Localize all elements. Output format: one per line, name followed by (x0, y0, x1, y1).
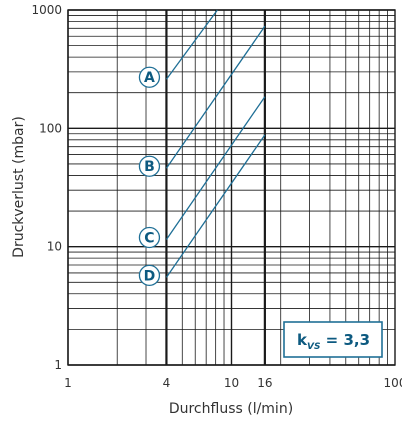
series-label-text: D (144, 268, 156, 284)
x-axis-title: Durchfluss (l/min) (169, 401, 293, 417)
y-axis-title: Druckverlust (mbar) (11, 116, 27, 258)
grid (67, 9, 396, 366)
series-lines (165, 9, 266, 278)
series-label-circle (138, 66, 161, 88)
series-line-a (165, 9, 218, 80)
series-label-a: A (138, 66, 161, 88)
x-tick-label: 4 (163, 376, 171, 390)
kvs-k: k (297, 331, 308, 349)
series-line-d (165, 134, 266, 278)
kvs-value: = 3,3 (320, 331, 370, 349)
series-label-text: A (144, 70, 155, 86)
series-label-c: C (138, 226, 161, 249)
kvs-annotation: kVS = 3,3 (283, 321, 383, 358)
kvs-box (283, 321, 383, 358)
x-tick-label: 10 (224, 376, 239, 390)
series-label-circle (138, 226, 161, 249)
kvs-subscript: VS (307, 342, 320, 352)
series-label-b: B (138, 155, 161, 177)
y-tick-label: 1 (54, 358, 62, 372)
series-label-circle (138, 264, 161, 287)
y-tick-label: 100 (39, 121, 62, 135)
plot-frame (67, 9, 396, 366)
series-label-circle (138, 155, 161, 177)
series-label-d: D (138, 264, 161, 287)
kvs-label: kVS = 3,3 (297, 331, 370, 352)
x-tick-label: 16 (257, 376, 272, 390)
series-label-text: C (144, 230, 154, 246)
series-labels: A B C D (138, 66, 161, 287)
tick-labels: 1 4 10 16 100 1 10 100 1000 (31, 3, 402, 390)
x-tick-label: 100 (384, 376, 402, 390)
x-tick-label: 1 (64, 376, 72, 390)
series-line-b (165, 25, 266, 169)
series-line-c (165, 96, 266, 240)
y-tick-label: 1000 (31, 3, 62, 17)
series-label-text: B (144, 159, 155, 175)
y-tick-label: 10 (47, 240, 62, 254)
